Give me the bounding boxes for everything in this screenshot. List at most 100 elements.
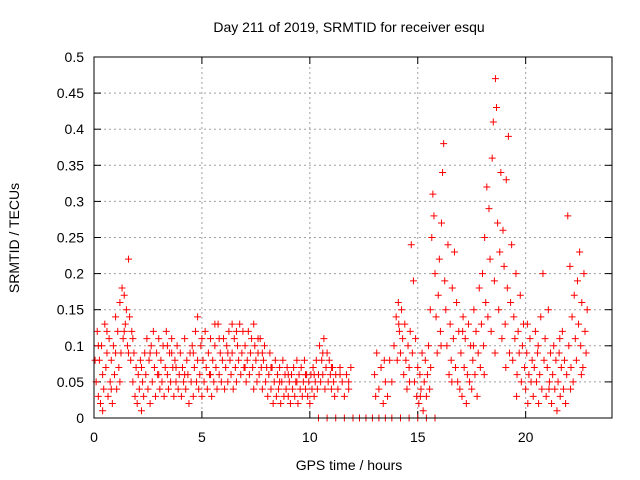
data-point [106, 378, 114, 386]
data-point [573, 277, 581, 285]
data-point [461, 335, 469, 343]
data-point [523, 320, 531, 328]
data-point [91, 356, 99, 364]
data-point [493, 104, 501, 112]
data-point [266, 349, 274, 357]
data-point [470, 306, 478, 314]
data-point [472, 327, 480, 335]
data-point [405, 363, 413, 371]
data-point [380, 356, 388, 364]
data-point [223, 342, 231, 350]
data-point [224, 349, 232, 357]
data-point [163, 371, 171, 379]
data-point [173, 342, 181, 350]
data-point [479, 270, 486, 278]
data-point [196, 371, 204, 379]
data-point [503, 284, 511, 292]
data-point [180, 378, 188, 386]
data-point [142, 371, 150, 379]
data-point [286, 400, 294, 408]
data-point [147, 342, 155, 350]
data-point [321, 385, 329, 393]
data-point [409, 277, 417, 285]
data-point [146, 349, 154, 357]
data-point [532, 378, 540, 386]
data-point [198, 392, 206, 400]
data-point [384, 392, 392, 400]
data-point [319, 371, 327, 379]
data-point [445, 371, 453, 379]
data-point [121, 320, 129, 328]
data-point [137, 363, 145, 371]
data-point [460, 363, 468, 371]
data-point [404, 342, 412, 350]
data-point [501, 320, 509, 328]
data-point [161, 363, 169, 371]
data-point [475, 284, 483, 292]
data-point [495, 306, 503, 314]
plot-frame [93, 56, 613, 419]
data-point [476, 363, 484, 371]
data-point [422, 392, 430, 400]
data-point [538, 385, 546, 393]
data-point [131, 392, 139, 400]
data-point [578, 298, 586, 306]
y-tick-label: 0.05 [57, 374, 84, 390]
data-point [171, 356, 179, 364]
data-point [401, 320, 409, 328]
data-point [562, 400, 570, 408]
data-point [271, 356, 279, 364]
data-point [570, 291, 578, 299]
data-point [290, 363, 298, 371]
data-point [505, 349, 513, 357]
data-point [191, 327, 199, 335]
data-point [234, 342, 242, 350]
data-point [183, 356, 191, 364]
data-point [435, 255, 443, 263]
data-point [392, 313, 400, 321]
data-point [488, 154, 496, 162]
data-point [379, 400, 387, 408]
data-point [96, 400, 104, 408]
data-point [563, 371, 571, 379]
data-point [580, 270, 588, 278]
data-point [103, 327, 111, 335]
data-point [480, 342, 488, 350]
data-point [217, 378, 225, 386]
data-point [100, 385, 108, 393]
data-point [304, 392, 312, 400]
data-point [517, 378, 525, 386]
data-point [231, 363, 239, 371]
data-point [558, 327, 566, 335]
data-point [305, 378, 313, 386]
data-point [583, 306, 591, 314]
data-point [272, 392, 280, 400]
data-point [509, 356, 517, 364]
data-point [199, 356, 207, 364]
data-point [109, 342, 117, 350]
data-point [434, 291, 442, 299]
y-tick-label: 0.5 [65, 49, 85, 65]
data-point [189, 392, 197, 400]
data-point [134, 371, 142, 379]
data-point [469, 356, 477, 364]
data-point [157, 356, 165, 364]
data-point [336, 363, 344, 371]
data-point [415, 400, 423, 408]
data-point [267, 385, 275, 393]
data-point [543, 363, 551, 371]
data-point [396, 349, 404, 357]
data-point [277, 400, 285, 408]
y-tick-label: 0.45 [57, 85, 84, 101]
data-point [403, 385, 411, 393]
data-point [469, 342, 477, 350]
data-point [577, 342, 585, 350]
y-tick-label: 0.3 [65, 193, 85, 209]
data-point [448, 284, 456, 292]
data-point [144, 385, 152, 393]
data-point [182, 385, 190, 393]
data-point [193, 378, 201, 386]
data-point [416, 392, 424, 400]
data-point [429, 190, 437, 198]
data-point [211, 320, 219, 328]
